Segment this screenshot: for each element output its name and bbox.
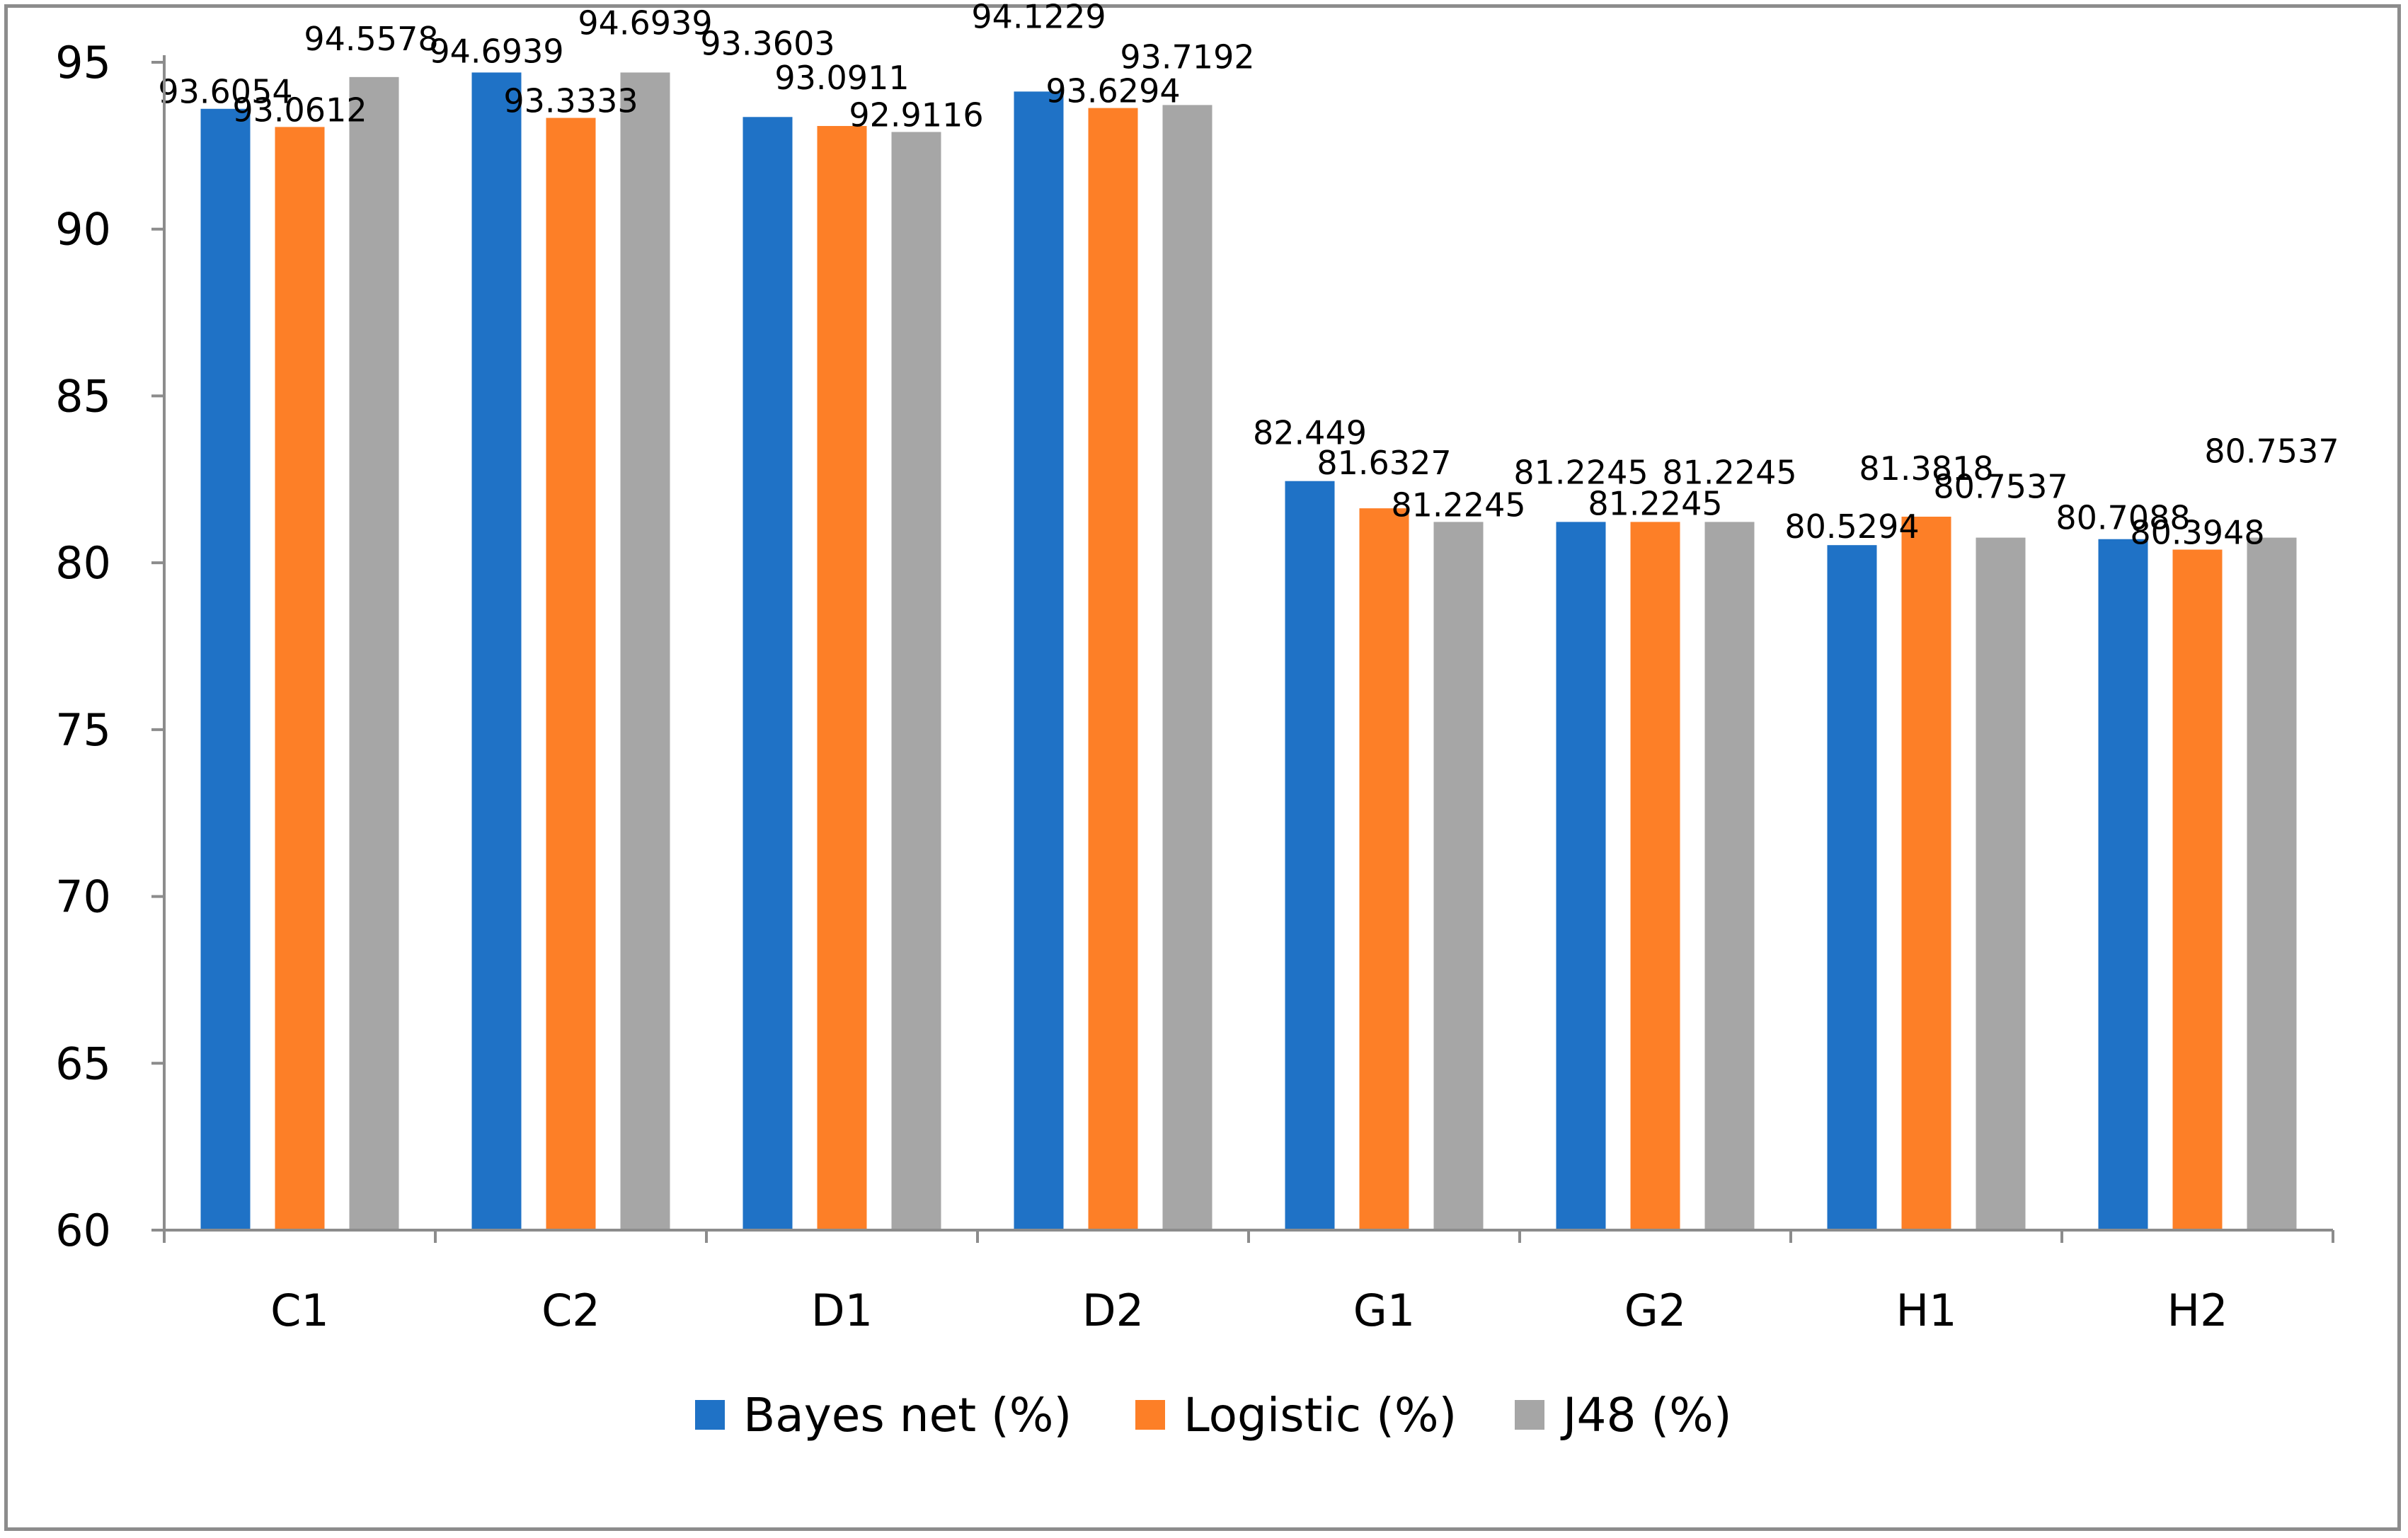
bar-c2-series-2 (546, 117, 596, 1230)
bar-d1-series-2 (817, 125, 867, 1231)
x-tick-label: C2 (541, 1285, 600, 1336)
y-tick-label: 85 (55, 370, 111, 422)
data-label: 94.6939 (429, 32, 563, 70)
y-tick-label: 95 (55, 37, 111, 88)
y-tick-label: 70 (55, 871, 111, 923)
data-label: 93.6054 (158, 73, 292, 111)
bar-d2-series-1 (1014, 91, 1064, 1230)
bar-c2-series-3 (620, 72, 670, 1231)
data-label: 81.2245 (1662, 453, 1796, 491)
data-label: 93.7192 (1120, 38, 1254, 76)
bar-h2-series-1 (2098, 539, 2148, 1230)
data-label: 93.0911 (774, 59, 909, 97)
legend-label: J48 (%) (1560, 1388, 1732, 1442)
bar-g2-series-3 (1704, 522, 1755, 1230)
bar-c1-series-1 (200, 108, 251, 1231)
data-label: 93.3603 (700, 24, 835, 62)
legend-swatch (1135, 1400, 1165, 1430)
bar-g2-series-1 (1556, 522, 1606, 1230)
data-label: 81.3818 (1859, 449, 1993, 488)
x-tick-label: H1 (1896, 1285, 1956, 1336)
legend: Bayes net (%) Logistic (%) J48 (%) (695, 1388, 1732, 1442)
legend-label: Logistic (%) (1183, 1388, 1457, 1442)
bar-h1-series-2 (1901, 517, 1951, 1230)
data-label: 94.5578 (304, 20, 438, 58)
data-label: 81.2245 (1391, 486, 1525, 524)
x-tick-label: D2 (1082, 1285, 1144, 1336)
x-tick-label: H2 (2167, 1285, 2228, 1336)
x-tick-label: D1 (811, 1285, 873, 1336)
data-label: 80.7537 (1933, 468, 2068, 506)
bar-g1-series-1 (1285, 481, 1335, 1231)
bar-h2-series-2 (2172, 549, 2223, 1230)
data-label: 80.3948 (2130, 514, 2264, 552)
bar-h1-series-1 (1827, 545, 1877, 1230)
data-label: 92.9116 (849, 96, 983, 134)
y-tick-label: 80 (55, 537, 111, 589)
y-tick-label: 75 (55, 704, 111, 756)
data-label: 80.7088 (2056, 499, 2190, 537)
bars-group (200, 72, 2297, 1231)
y-axis-ticks: 60 65 70 75 80 85 90 95 (55, 37, 164, 1256)
bar-d2-series-3 (1162, 105, 1212, 1230)
x-axis-ticks: C1 C2 D1 D2 G1 G2 H1 H2 (163, 1230, 2334, 1336)
bar-c2-series-1 (471, 72, 522, 1231)
bar-g1-series-3 (1433, 522, 1484, 1230)
data-label: 81.2245 (1588, 484, 1722, 522)
data-label: 93.0612 (232, 91, 367, 129)
data-label: 94.1229 (971, 0, 1106, 35)
data-label: 80.7537 (2204, 432, 2339, 471)
bar-c1-series-3 (349, 76, 399, 1231)
data-label: 81.2245 (1513, 453, 1648, 491)
data-label: 94.6939 (578, 4, 712, 42)
x-tick-label: G2 (1624, 1285, 1687, 1336)
data-label: 80.5294 (1784, 507, 1919, 546)
y-tick-label: 90 (55, 204, 111, 256)
y-tick-label: 60 (55, 1205, 111, 1256)
data-label: 93.3333 (503, 82, 638, 120)
bar-h2-series-3 (2247, 537, 2297, 1230)
legend-swatch (1515, 1400, 1544, 1430)
legend-label: Bayes net (%) (743, 1388, 1072, 1442)
data-label: 93.6294 (1045, 72, 1180, 110)
x-tick-label: G1 (1353, 1285, 1416, 1336)
data-label: 81.6327 (1317, 444, 1451, 482)
bar-d2-series-2 (1088, 108, 1138, 1230)
bar-h1-series-3 (1976, 537, 2026, 1230)
legend-swatch (695, 1400, 725, 1430)
bar-c1-series-2 (275, 127, 325, 1230)
y-tick-label: 65 (55, 1038, 111, 1089)
bar-g2-series-2 (1630, 522, 1680, 1230)
bar-d1-series-3 (891, 132, 941, 1231)
bar-d1-series-1 (743, 117, 793, 1230)
bar-g1-series-2 (1359, 508, 1409, 1230)
x-tick-label: C1 (270, 1285, 329, 1336)
data-label: 82.449 (1253, 414, 1367, 452)
